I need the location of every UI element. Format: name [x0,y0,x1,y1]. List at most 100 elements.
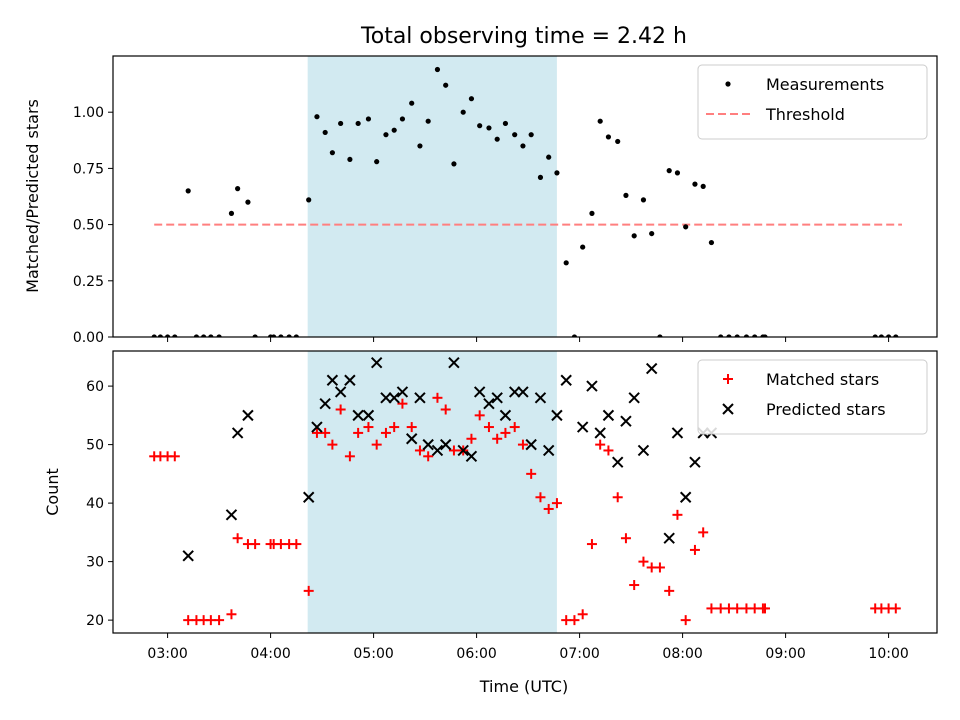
measurement-point [425,118,431,124]
x-b [689,456,701,468]
measurement-point [597,118,603,124]
measurement-point [172,334,178,337]
matched-stars-point [698,527,709,538]
y-tick-label: 50 [86,438,104,454]
measurement-point [631,233,637,239]
measurement-point [306,197,312,203]
bottom-y-axis-label: Count [43,468,62,516]
measurement-point [314,114,320,120]
measurement-point [674,170,681,176]
observing-span-shade [307,56,557,337]
measurement-point [494,136,500,142]
measurement-point [451,161,457,167]
predicted-stars-point [319,397,331,410]
x-b [594,427,606,439]
matched-stars-point [432,392,443,403]
measurement-point [399,116,406,122]
x-b [231,427,244,439]
measurement-point [228,210,235,216]
matched-stars-point [672,509,683,520]
x-b [448,356,460,369]
predicted-stars-point [491,392,503,404]
legend-label: Matched stars [766,370,879,389]
predicted-stars-point [576,421,589,433]
y-tick-label: 0.25 [73,274,104,290]
measurement-point [383,132,389,138]
predicted-stars-point [352,409,364,422]
x-b [352,409,364,422]
axes-frame [112,55,938,338]
measurement-point [657,334,663,337]
predicted-stars-point [439,438,452,451]
matched-stars-point [526,468,537,479]
measurement-point [245,199,251,205]
measurement-point [885,334,892,337]
predicted-stars-point [671,427,684,439]
predicted-stars-point [242,409,254,422]
measurement-point [640,197,647,203]
measurement-point [434,66,441,73]
measurement-point [417,143,423,149]
matched-stars-point [448,445,459,456]
measurement-point [666,168,672,174]
matched-stars-point [214,615,225,626]
matched-stars-point [595,439,606,450]
predicted-stars-point [534,392,547,404]
matched-stars-point [344,451,355,462]
figure-title: Total observing time = 2.42 h [360,24,687,49]
measurement-point [872,334,878,337]
predicted-stars-point [334,386,347,398]
matched-stars-point [303,585,314,596]
y-tick-label: 30 [86,555,104,571]
x-b [362,409,375,422]
measurement-point [683,224,689,230]
matched-stars-point [250,539,261,550]
x-b [483,397,495,410]
measurement-point [743,334,750,337]
predicted-stars-point [499,409,512,422]
measurement-point [286,334,292,337]
matched-stars-point [664,585,675,596]
x-b [388,392,400,404]
x-tick-label: 07:00 [559,646,599,662]
x-b [671,427,684,439]
measurement-point [216,334,222,337]
matched-stars-point [612,492,623,503]
x-tick-label: 08:00 [662,646,702,662]
measurement-point [502,120,509,127]
x-b [491,392,503,404]
matched-stars-point [397,398,408,409]
measurement-point [443,82,449,88]
predicted-stars-point [508,386,521,398]
matched-stars-point [569,615,580,626]
x-b [508,386,521,398]
measurement-point [623,192,629,198]
matched-stars-point [620,533,631,544]
measurement-point [528,132,534,138]
predicted-stars-point [663,532,675,544]
predicted-stars-point [326,374,339,386]
measurement-point [878,334,884,337]
predicted-stars-point [637,444,650,457]
predicted-stars-point [457,444,469,457]
predicted-stars-point [225,509,238,521]
y-tick-label: 20 [86,613,104,629]
matched-stars-point [706,603,717,614]
x-tick-label: 05:00 [353,646,393,662]
x-b [465,450,478,463]
predicted-stars-point [396,386,409,398]
matched-stars-point [689,544,700,555]
x-b [663,532,675,544]
predicted-stars-point [628,392,640,404]
predicted-stars-point [473,386,486,398]
measurement-point [718,334,724,337]
matched-stars-point [603,445,614,456]
predicted-stars-point [689,456,701,468]
matched-stars-point [320,427,331,438]
predicted-stars-point [231,427,244,439]
measurement-point [409,100,415,106]
measurement-point [734,334,740,337]
matched-stars-point [414,445,425,456]
measurement-point [486,125,492,131]
